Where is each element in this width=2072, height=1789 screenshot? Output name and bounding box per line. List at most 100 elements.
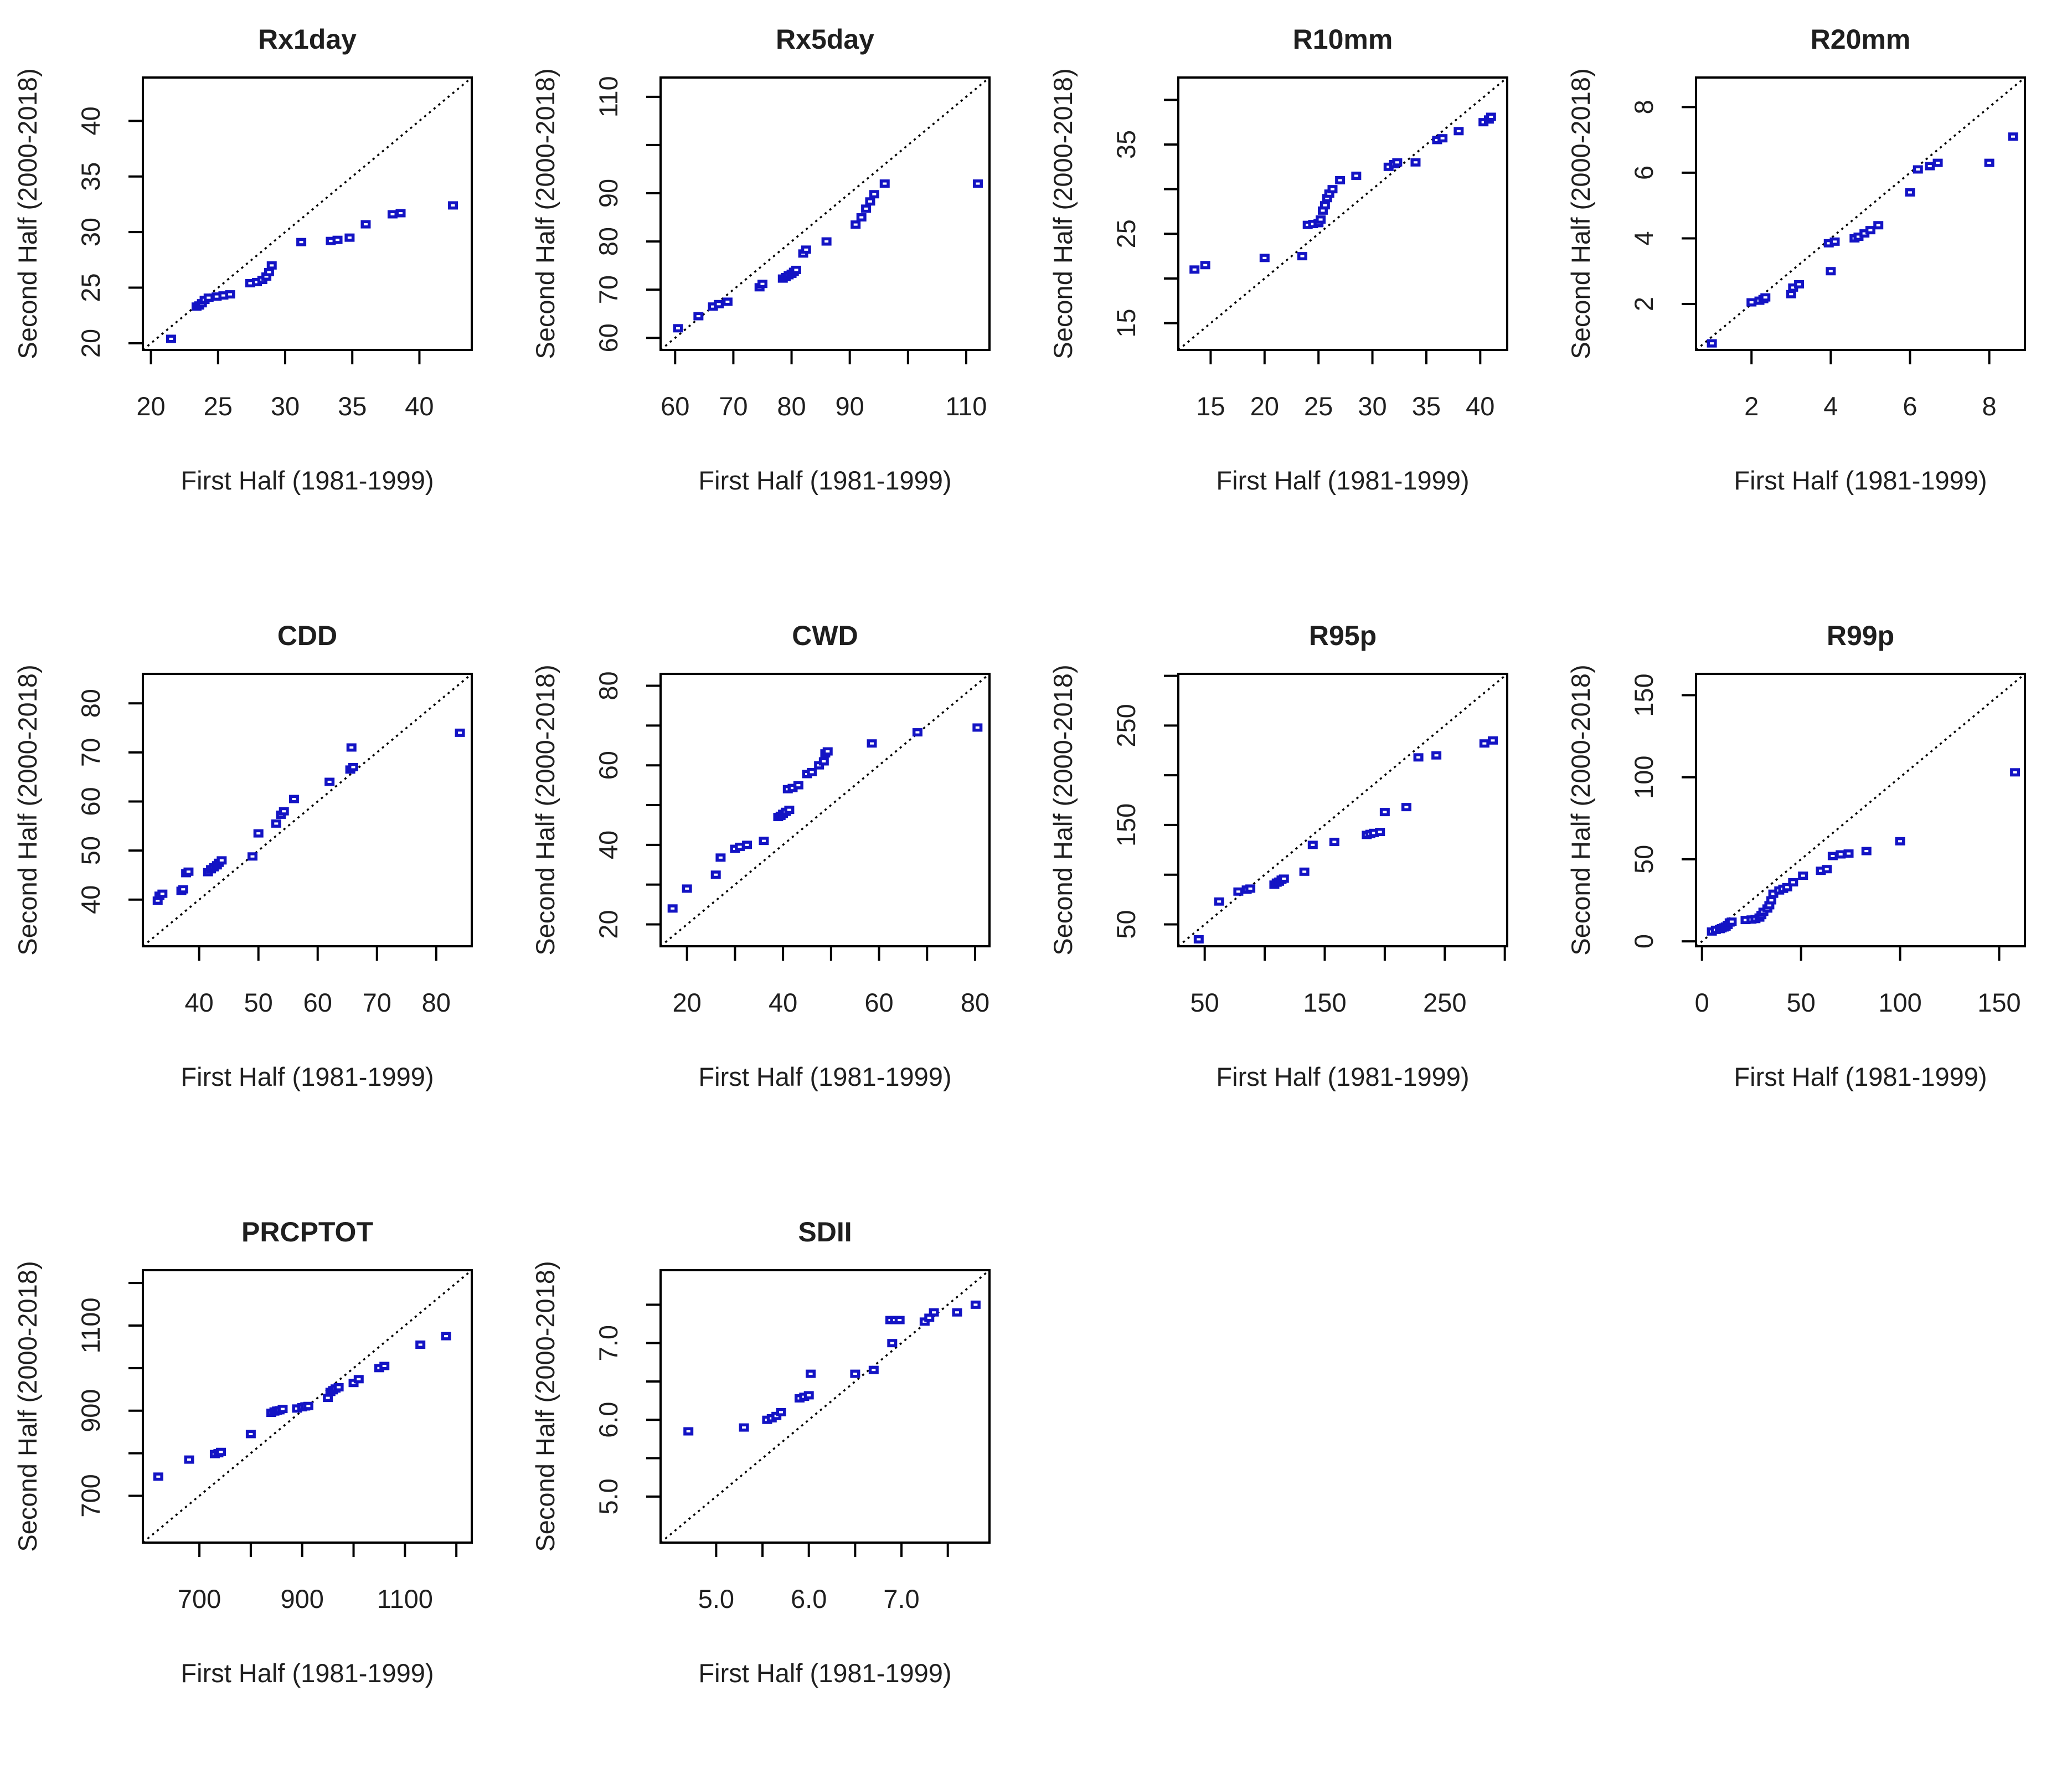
y-tick-label: 40 [76, 106, 105, 135]
data-point [868, 1365, 879, 1374]
data-point [801, 245, 811, 254]
panel-rx5day: Rx5day 60 70 80 90 110 60 70 80 90 110 First Half (… [518, 0, 1035, 596]
data-point [1827, 852, 1838, 860]
x-tick-label: 700 [178, 1584, 221, 1613]
y-tick-label: 35 [1111, 130, 1141, 159]
plot-box [142, 1269, 473, 1544]
x-tick-label: 60 [303, 988, 332, 1017]
x-tick-label: 90 [836, 391, 864, 421]
y-axis-label: Second Half (2000-2018) [13, 1261, 42, 1551]
y-axis-label: Second Half (2000-2018) [1048, 664, 1078, 955]
scatter-plot-r20mm: R20mm 2 4 6 8 2 4 6 8 First Half (1981-1999) Secon… [1566, 24, 2026, 495]
scatter-plot-cdd: CDD 40 50 60 70 80 40 50 60 70 80 First Half (1981-… [13, 620, 473, 1091]
x-tick-label: 1100 [377, 1584, 433, 1613]
data-point [879, 179, 890, 188]
x-tick-label: 50 [1787, 988, 1816, 1017]
data-point [715, 853, 726, 862]
x-tick-label: 20 [136, 391, 165, 421]
y-tick-label: 6 [1629, 166, 1658, 180]
x-tick-label: 35 [338, 391, 367, 421]
plot-box [659, 673, 991, 947]
y-tick-label: 2 [1629, 297, 1658, 311]
y-tick-label: 5.0 [594, 1478, 623, 1514]
y-tick-label: 25 [1111, 219, 1141, 248]
data-point [1431, 751, 1442, 760]
data-point [1873, 221, 1884, 230]
plot-box [659, 1269, 991, 1544]
panel-title: Rx1day [258, 24, 357, 55]
x-tick-label: 250 [1423, 988, 1466, 1017]
x-axis-label: First Half (1981-1999) [1216, 466, 1469, 495]
data-point [303, 1401, 313, 1410]
panel-title: CWD [792, 620, 858, 651]
one-to-one-line [1695, 673, 2026, 947]
data-point [1189, 265, 1200, 274]
data-point [448, 201, 458, 210]
data-point [1925, 162, 1935, 171]
data-point [822, 747, 833, 756]
panel-title: R10mm [1293, 24, 1393, 55]
data-point [1297, 252, 1307, 261]
data-point [1895, 837, 1905, 845]
data-point [184, 1455, 194, 1464]
y-tick-label: 40 [594, 831, 623, 859]
x-tick-label: 80 [777, 391, 806, 421]
data-point [714, 300, 724, 308]
panel-r95p: R95p 50 150 250 50 150 250 First Half (1981-199… [1035, 596, 1553, 1193]
data-point [1379, 808, 1390, 817]
y-axis-label: Second Half (2000-2018) [1566, 68, 1595, 359]
y-tick-label: 60 [594, 323, 623, 352]
y-tick-label: 90 [594, 179, 623, 208]
y-tick-label: 110 [594, 76, 623, 117]
x-tick-label: 900 [281, 1584, 324, 1613]
x-tick-label: 80 [961, 988, 989, 1017]
data-point [1335, 176, 1346, 185]
x-tick-label: 8 [1982, 391, 1997, 421]
x-tick-label: 4 [1823, 391, 1838, 421]
plot-box [142, 673, 473, 947]
data-point [353, 1375, 364, 1384]
data-point [1794, 280, 1805, 288]
panel-sdii: SDII 5.0 6.0 7.0 5.0 6.0 7.0 First Half (1981-1… [518, 1193, 1035, 1789]
scatter-plot-sdii: SDII 5.0 6.0 7.0 5.0 6.0 7.0 First Half (1981-1… [530, 1216, 991, 1688]
data-point [1329, 837, 1339, 846]
panel-title: R95p [1309, 620, 1377, 651]
data-point [667, 904, 678, 913]
y-tick-label: 80 [594, 227, 623, 256]
data-point [178, 885, 188, 894]
x-tick-label: 150 [1303, 988, 1346, 1017]
data-point [673, 324, 683, 333]
data-point [1836, 850, 1846, 859]
y-tick-label: 50 [1111, 910, 1141, 939]
plot-box [1177, 76, 1508, 351]
data-point [1861, 847, 1872, 855]
data-point [1707, 339, 1717, 348]
data-point [1327, 185, 1338, 194]
data-point [970, 1300, 981, 1309]
y-tick-label: 70 [594, 275, 623, 304]
data-point [1200, 261, 1210, 270]
panel-title: PRCPTOT [241, 1216, 373, 1247]
panel-r99p: R99p 0 50 100 150 0 50 100 150 First Half (1981-1… [1553, 596, 2072, 1193]
data-point [742, 841, 752, 849]
data-point [344, 233, 355, 242]
data-point [929, 1308, 939, 1317]
y-axis-label: Second Half (2000-2018) [1566, 664, 1595, 955]
x-axis-label: First Half (1981-1999) [1734, 1062, 1987, 1091]
data-point [217, 856, 227, 865]
data-point [1233, 887, 1244, 896]
x-tick-label: 6 [1903, 391, 1917, 421]
y-axis-label: Second Half (2000-2018) [13, 68, 42, 359]
y-tick-label: 250 [1111, 704, 1141, 747]
data-point [806, 1369, 816, 1378]
data-point [1413, 753, 1424, 762]
panel-title: CDD [277, 620, 337, 651]
y-tick-label: 8 [1629, 100, 1658, 114]
x-tick-label: 60 [661, 391, 689, 421]
scatter-plot-r10mm: R10mm 15 20 25 30 35 40 15 25 35 First Half (1981-… [1048, 24, 1508, 495]
y-axis-label: Second Half (2000-2018) [530, 1261, 560, 1551]
data-point [683, 1427, 694, 1436]
y-tick-label: 4 [1629, 231, 1658, 245]
y-tick-label: 6.0 [594, 1402, 623, 1438]
data-point [972, 723, 983, 732]
